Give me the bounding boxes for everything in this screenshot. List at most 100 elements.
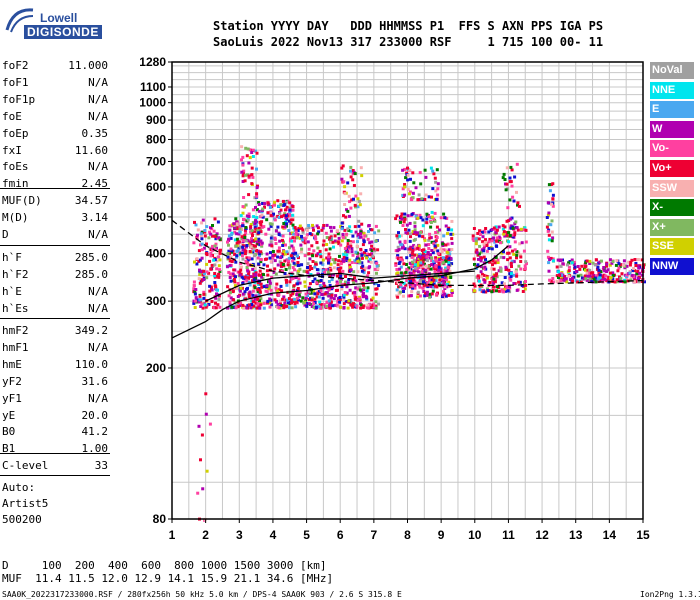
echo-point [244, 146, 248, 150]
echo-point [321, 296, 325, 300]
param-value: 110.0 [74, 357, 108, 371]
echo-point [252, 284, 256, 288]
echo-point [199, 232, 203, 236]
echo-point [319, 279, 323, 282]
echo-point [375, 261, 379, 265]
echo-point [416, 198, 420, 202]
echo-point [193, 260, 196, 264]
digisonde-logo-icon [5, 8, 34, 33]
echo-point [598, 273, 602, 277]
y-tick-label: 800 [146, 132, 166, 146]
echo-point [413, 230, 417, 234]
echo-point [346, 281, 350, 285]
echo-point [497, 225, 501, 229]
echo-point [308, 290, 311, 294]
echo-point [524, 260, 528, 264]
echo-point [281, 244, 285, 247]
echo-point [402, 281, 406, 285]
echo-point [446, 282, 449, 286]
echo-point [352, 303, 356, 307]
logo-line2: DIGISONDE [24, 25, 102, 39]
echo-point [405, 256, 409, 260]
echo-point [235, 303, 238, 307]
echo-point [253, 222, 257, 226]
echo-point [551, 197, 555, 201]
echo-point [439, 247, 443, 251]
echo-point [268, 222, 272, 226]
x-tick-label: 9 [438, 528, 445, 542]
echo-point [329, 297, 333, 301]
echo-point [312, 228, 315, 232]
echo-point [243, 275, 247, 279]
echo-point [434, 258, 438, 262]
echo-point [512, 199, 516, 203]
echo-point [474, 237, 478, 241]
echo-point [239, 214, 243, 218]
echo-point [217, 275, 221, 279]
echo-point [435, 225, 439, 229]
echo-point [273, 298, 277, 302]
echo-point [482, 242, 486, 246]
param-name: D [2, 227, 9, 241]
echo-point [338, 300, 342, 304]
echo-point [300, 263, 304, 267]
echo-point [360, 222, 364, 226]
echo-point [514, 220, 518, 224]
echo-point [499, 255, 503, 259]
echo-point [241, 282, 245, 285]
echo-point [405, 279, 409, 282]
echo-point [226, 252, 230, 255]
echo-point [281, 297, 285, 301]
echo-point [288, 263, 292, 267]
echo-point [250, 257, 254, 261]
echo-point [441, 256, 445, 260]
echo-point [329, 241, 333, 245]
echo-point [636, 270, 640, 273]
echo-point [205, 262, 209, 266]
echo-point [218, 258, 222, 262]
echo-point [441, 261, 445, 265]
echo-point [255, 251, 259, 255]
y-tick-label: 1000 [139, 96, 166, 110]
echo-point [507, 219, 511, 223]
echo-point [247, 212, 251, 216]
echo-point [503, 225, 507, 229]
echo-point [327, 252, 331, 256]
echo-point [511, 249, 514, 253]
echo-point [583, 265, 587, 269]
echo-point [204, 252, 208, 255]
echo-point [508, 198, 512, 202]
echo-point [318, 290, 321, 294]
param-row: yE 20.0 [2, 408, 108, 424]
echo-point [519, 260, 523, 263]
echo-point [579, 273, 583, 277]
echo-point [425, 217, 429, 221]
echo-point [411, 196, 415, 200]
legend-item: X- [650, 199, 694, 217]
echo-point [362, 240, 366, 244]
echo-point [447, 261, 451, 265]
echo-point [509, 275, 513, 279]
echo-point [316, 272, 320, 276]
echo-point [588, 259, 592, 263]
echo-point [308, 287, 312, 290]
echo-point [241, 180, 245, 183]
echo-point [356, 234, 360, 238]
echo-point [299, 250, 303, 254]
echo-point [490, 228, 494, 231]
echo-point [236, 226, 240, 230]
echo-point [358, 203, 362, 207]
echo-point [586, 268, 590, 272]
echo-point [313, 292, 317, 296]
auto-artist: Artist5 [2, 497, 49, 510]
echo-point [218, 270, 222, 273]
echo-point [557, 276, 560, 279]
echo-point [360, 174, 364, 178]
echo-point [245, 279, 249, 283]
echo-point [259, 282, 263, 286]
echo-point [478, 244, 482, 248]
echo-point [252, 278, 256, 282]
echo-point [214, 301, 217, 305]
echo-point [336, 300, 340, 303]
echo-point [408, 192, 411, 196]
